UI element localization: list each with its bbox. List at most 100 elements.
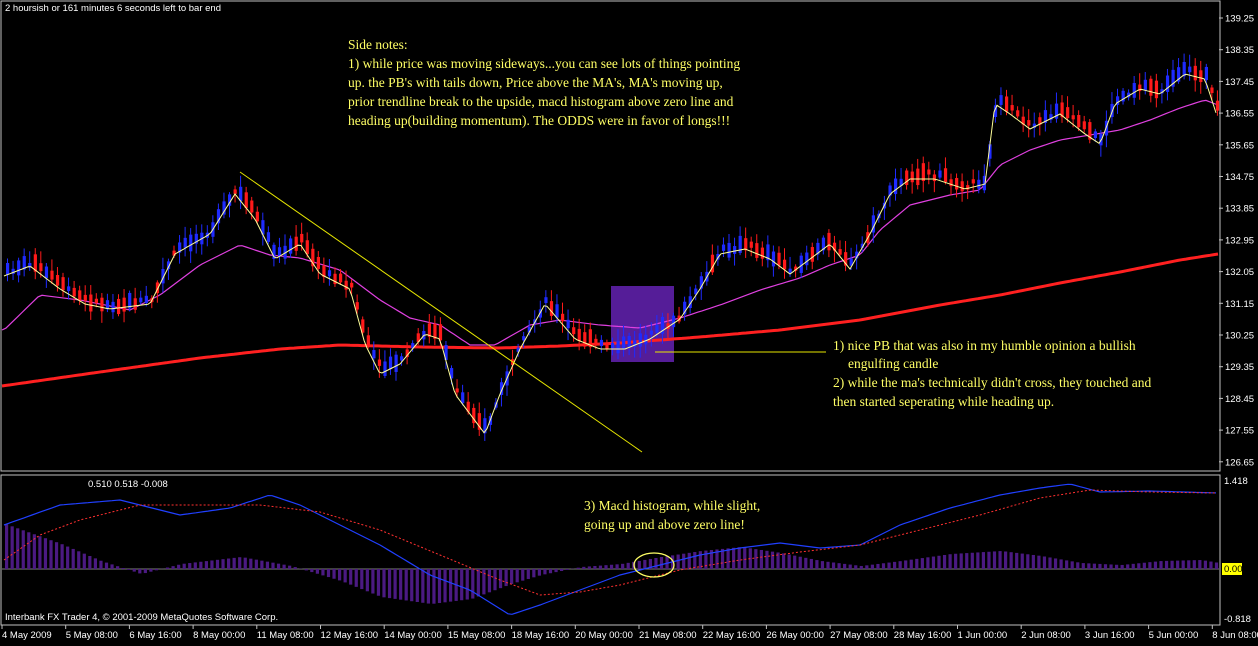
candle-body [955, 178, 958, 190]
histogram-bar [499, 569, 502, 588]
histogram-bar [188, 563, 191, 569]
histogram-bar [949, 554, 952, 569]
price-axis-label: 138.35 [1225, 45, 1254, 56]
histogram-bar [765, 551, 768, 569]
candle-body [1066, 107, 1069, 118]
histogram-bar [38, 536, 41, 569]
histogram-bar [388, 569, 391, 598]
candle-body [961, 181, 964, 191]
candle-body [1133, 83, 1136, 98]
histogram-bar [677, 555, 680, 569]
macd-axis: 1.418 0.00 -0.818 [1222, 476, 1251, 625]
histogram-bar [782, 553, 785, 569]
histogram-bar [560, 569, 563, 571]
histogram-bar [521, 569, 524, 581]
time-axis-label: 8 May 00:00 [193, 630, 245, 641]
histogram-bar [1143, 563, 1146, 569]
histogram-bar [976, 552, 979, 569]
histogram-bar [205, 561, 208, 569]
candle-body [977, 180, 980, 189]
time-axis-label: 18 May 16:00 [512, 630, 570, 641]
histogram-bar [937, 556, 940, 569]
candle-body [1072, 115, 1075, 119]
histogram-bar [155, 569, 158, 570]
histogram-bar [871, 565, 874, 569]
histogram-bar [355, 569, 358, 587]
histogram-bar [133, 569, 136, 572]
candle-body [728, 243, 731, 258]
time-axis-label: 26 May 00:00 [766, 630, 824, 641]
candle-body [811, 247, 814, 262]
histogram-bar [1043, 556, 1046, 569]
candle-body [655, 325, 658, 333]
histogram-bar [599, 566, 602, 569]
histogram-bar [1126, 564, 1129, 569]
candle-body [45, 267, 48, 279]
candle-body [356, 302, 359, 309]
histogram-bar [344, 569, 347, 582]
candle-body [289, 238, 292, 253]
histogram-bar [1098, 564, 1101, 569]
histogram-bar [832, 562, 835, 569]
candle-body [672, 316, 675, 327]
histogram-bar [993, 551, 996, 569]
histogram-bar [1187, 560, 1190, 569]
histogram-bar [921, 558, 924, 569]
time-axis-label: 6 May 16:00 [129, 630, 181, 641]
histogram-bar [1193, 560, 1196, 569]
time-axis-label: 11 May 08:00 [257, 630, 314, 641]
histogram-bar [838, 563, 841, 569]
histogram-bar [416, 569, 419, 602]
time-axis-label: 22 May 16:00 [703, 630, 761, 641]
histogram-bar [627, 563, 630, 569]
histogram-bar [321, 569, 324, 575]
histogram-bar [682, 554, 685, 569]
candle-body [267, 232, 270, 242]
histogram-bar [105, 563, 108, 569]
histogram-bar [577, 568, 580, 569]
histogram-bar [793, 556, 796, 569]
histogram-bar [904, 560, 907, 569]
candle-body [583, 332, 586, 346]
copyright-text: Interbank FX Trader 4, © 2001-2009 MetaQ… [5, 612, 278, 623]
price-axis-label: 137.45 [1225, 77, 1254, 88]
histogram-bar [804, 558, 807, 569]
histogram-bar [788, 555, 791, 569]
time-axis-label: 4 May 2009 [2, 630, 52, 641]
histogram-bar [732, 548, 735, 569]
histogram-bar [1032, 555, 1035, 569]
histogram-bar [743, 547, 746, 569]
candle-body [755, 243, 758, 258]
candle-body [1077, 115, 1080, 127]
histogram-bar [899, 561, 902, 569]
histogram-bar [116, 566, 119, 569]
histogram-bar [693, 552, 696, 569]
price-axis-label: 129.35 [1225, 362, 1254, 373]
histogram-bar [94, 558, 97, 569]
histogram-bar [443, 569, 446, 602]
histogram-bar [1209, 562, 1212, 569]
histogram-bar [982, 552, 985, 569]
histogram-bar [1048, 557, 1051, 569]
histogram-bar [88, 556, 91, 569]
histogram-bar [1026, 554, 1029, 569]
candle-body [117, 299, 120, 314]
candle-body [567, 320, 570, 328]
candle-body [123, 298, 126, 312]
candle-body [572, 327, 575, 334]
histogram-bar [943, 555, 946, 569]
candle-body [639, 333, 642, 346]
candle-body [1194, 66, 1197, 80]
candle-body [250, 201, 253, 213]
histogram-bar [932, 557, 935, 569]
candle-body [317, 257, 320, 269]
histogram-bar [227, 559, 230, 569]
histogram-bar [83, 554, 86, 569]
histogram-bar [865, 565, 868, 569]
time-axis-label: 21 May 08:00 [639, 630, 697, 641]
histogram-bar [332, 569, 335, 579]
histogram-bar [11, 526, 14, 569]
candle-body [1188, 67, 1191, 73]
histogram-bar [987, 552, 990, 569]
